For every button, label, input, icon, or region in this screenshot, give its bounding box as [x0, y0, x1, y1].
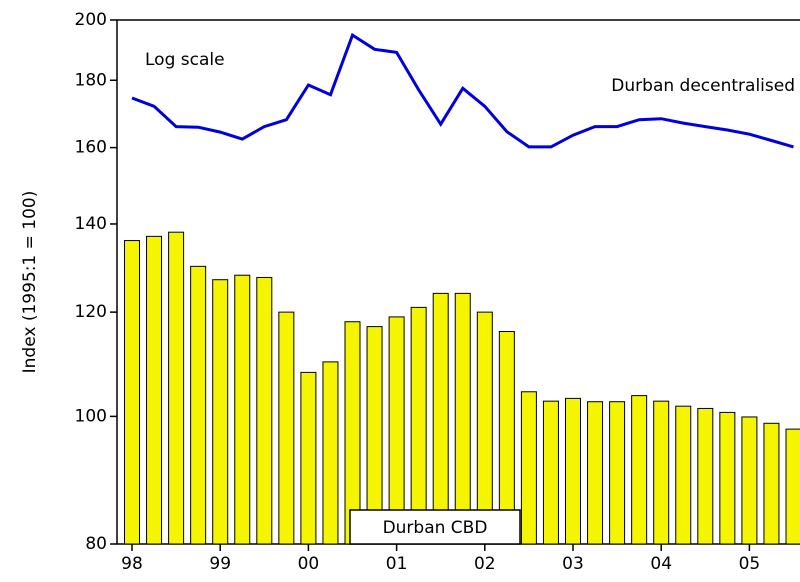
bar: [146, 235, 163, 545]
x-tick-label: 05: [739, 554, 761, 574]
legend-label: Durban CBD: [383, 518, 488, 538]
bar: [454, 292, 471, 545]
bar: [609, 401, 626, 545]
x-tick-label: 02: [474, 554, 496, 574]
bar: [476, 311, 493, 545]
annotation: Log scale: [145, 50, 225, 70]
x-tick-label: 98: [121, 554, 143, 574]
bar: [631, 395, 648, 545]
y-axis-label: Index (1995:1 = 100): [20, 191, 40, 374]
x-tick-label: 01: [386, 554, 408, 574]
x-tick-label: 99: [209, 554, 231, 574]
bar: [542, 400, 559, 545]
x-tick-label: 00: [298, 554, 320, 574]
bar: [212, 279, 229, 545]
bar: [256, 276, 273, 545]
bar: [520, 391, 537, 545]
y-tick-label: 140: [75, 214, 107, 234]
bar: [785, 428, 800, 545]
x-tick-label: 04: [650, 554, 672, 574]
bar: [190, 265, 207, 545]
y-tick-label: 200: [75, 10, 107, 30]
bar: [697, 407, 714, 545]
bar: [653, 400, 670, 545]
bar: [410, 306, 427, 545]
y-tick-label: 180: [75, 70, 107, 90]
bar: [565, 397, 581, 545]
x-tick-label: 03: [562, 554, 584, 574]
bar: [124, 240, 140, 545]
bar: [763, 422, 780, 545]
bar: [719, 411, 736, 545]
legend-box: [349, 509, 521, 545]
bar: [300, 371, 317, 545]
bar: [322, 361, 339, 545]
y-tick-label: 80: [85, 534, 107, 554]
bar: [234, 274, 251, 545]
bar: [278, 311, 295, 545]
line: [131, 32, 794, 149]
bar: [675, 405, 692, 545]
bar: [432, 292, 449, 545]
y-tick-label: 120: [75, 302, 107, 322]
bar: [587, 401, 604, 545]
y-tick-label: 100: [75, 406, 107, 426]
legend-label: Durban decentralised: [611, 76, 795, 96]
bar: [168, 231, 185, 545]
bar: [741, 416, 758, 545]
y-tick-label: 160: [75, 138, 107, 158]
